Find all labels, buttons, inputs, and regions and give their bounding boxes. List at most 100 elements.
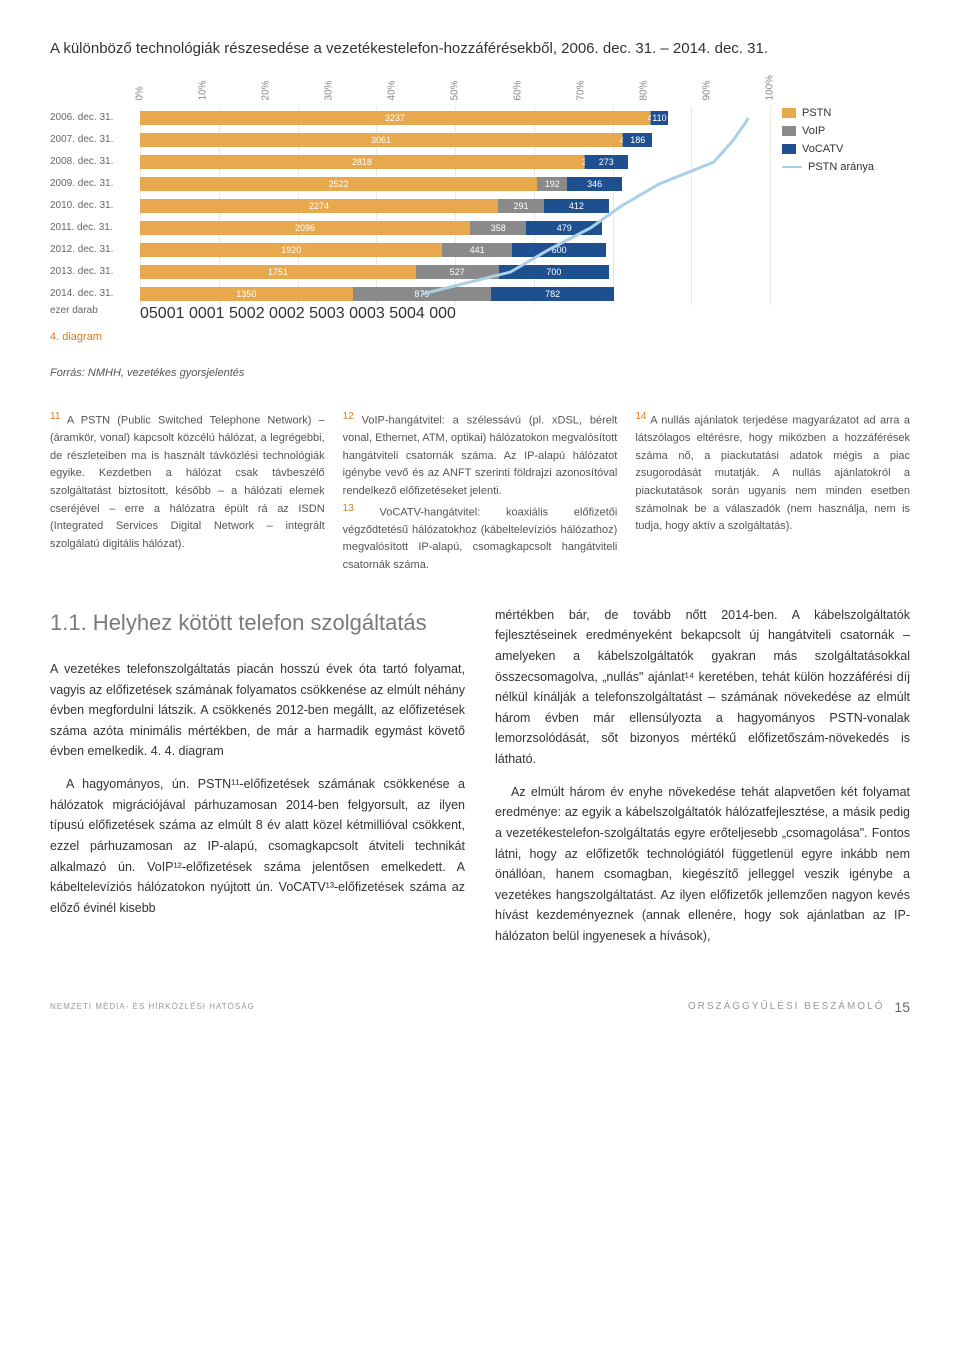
x-tick: 500 <box>149 305 176 322</box>
legend-swatch <box>782 144 796 154</box>
footnote-col-3: 14 A nullás ajánlatok terjedése magyaráz… <box>635 409 910 575</box>
bar-row: 32374110 <box>140 107 770 129</box>
bar-row: 28183273 <box>140 151 770 173</box>
year-label: 2006. dec. 31. <box>50 107 132 129</box>
bar-segment-vocatv: 412 <box>544 199 609 213</box>
year-label: 2011. dec. 31. <box>50 217 132 239</box>
percent-tick: 0% <box>135 86 146 100</box>
legend-label: PSTN <box>802 107 831 119</box>
body-col-left: 1.1. Helyhez kötött telefon szolgáltatás… <box>50 605 465 959</box>
year-label: 2013. dec. 31. <box>50 261 132 283</box>
bar-segment-pstn: 3237 <box>140 111 650 125</box>
percent-tick: 60% <box>513 80 524 100</box>
x-tick: 2 500 <box>296 305 336 322</box>
footnote-text-14: A nullás ajánlatok terjedése magyarázato… <box>635 415 910 533</box>
footnote-num-11: 11 <box>50 411 60 422</box>
bar-segment-pstn: 2522 <box>140 177 537 191</box>
footnotes: 11 A PSTN (Public Switched Telephone Net… <box>50 409 910 575</box>
x-tick: 3 500 <box>376 305 416 322</box>
bar-row: 2522192346 <box>140 173 770 195</box>
legend-label: PSTN aránya <box>808 161 874 173</box>
chart-container: 0%10%20%30%40%50%60%70%80%90%100% 2006. … <box>50 77 910 319</box>
bar-segment-voip: 441 <box>442 243 511 257</box>
bar-row: 1920441600 <box>140 239 770 261</box>
bar-segment-voip: 527 <box>416 265 499 279</box>
bar-segment-pstn: 1350 <box>140 287 353 301</box>
bar-segment-vocatv: 273 <box>585 155 628 169</box>
legend-swatch <box>782 126 796 136</box>
footnote-col-2: 12 VoIP-hangátvitel: a szélessávú (pl. x… <box>343 409 618 575</box>
body-p-r1: mértékben bár, de tovább nőtt 2014-ben. … <box>495 605 910 770</box>
year-label: 2007. dec. 31. <box>50 129 132 151</box>
x-tick: 3 000 <box>336 305 376 322</box>
bar-segment-vocatv: 600 <box>512 243 607 257</box>
x-tick: 1 500 <box>216 305 256 322</box>
legend-label: VoIP <box>802 125 825 137</box>
bar-segment-voip: 192 <box>537 177 567 191</box>
chart-source: Forrás: NMHH, vezetékes gyorsjelentés <box>50 367 910 379</box>
year-label: 2014. dec. 31. <box>50 283 132 305</box>
bar-row: 1751527700 <box>140 261 770 283</box>
section-heading: 1.1. Helyhez kötött telefon szolgáltatás <box>50 605 465 641</box>
bar-segment-pstn: 1920 <box>140 243 442 257</box>
footnote-num-14: 14 <box>635 411 646 422</box>
bar-segment-vocatv: 700 <box>499 265 609 279</box>
bar-row: 1350879782 <box>140 283 770 305</box>
percent-tick: 70% <box>576 80 587 100</box>
bar-segment-pstn: 1751 <box>140 265 416 279</box>
legend-item: VoIP <box>782 125 910 137</box>
page-footer: NEMZETI MÉDIA- ÉS HÍRKÖZLÉSI HATÓSÁG ORS… <box>50 999 910 1015</box>
x-tick: 2 000 <box>256 305 296 322</box>
footer-title: ORSZÁGGYŰLÉSI BESZÁMOLÓ <box>688 1001 885 1012</box>
percent-tick: 90% <box>702 80 713 100</box>
year-label: 2008. dec. 31. <box>50 151 132 173</box>
bar-segment-vocatv: 186 <box>623 133 652 147</box>
percent-axis: 0%10%20%30%40%50%60%70%80%90%100% <box>140 77 770 107</box>
bar-row: 30614186 <box>140 129 770 151</box>
legend-label: VoCATV <box>802 143 843 155</box>
body-col-right: mértékben bár, de tovább nőtt 2014-ben. … <box>495 605 910 959</box>
bars-area: 3237411030614186281832732522192346227429… <box>140 107 770 305</box>
year-label: 2012. dec. 31. <box>50 239 132 261</box>
x-axis-unit: ezer darab <box>50 305 140 319</box>
bar-segment-vocatv: 110 <box>651 111 668 125</box>
chart-caption: 4. diagram <box>50 331 910 343</box>
diagram-number: 4. diagram <box>50 331 102 343</box>
percent-tick: 20% <box>261 80 272 100</box>
legend-item: PSTN aránya <box>782 161 910 173</box>
footnote-text-13: VoCATV-hangátvitel: koaxiális előfizetői… <box>343 506 618 571</box>
body-p-l1: A vezetékes telefonszolgáltatás piacán h… <box>50 659 465 762</box>
bar-segment-vocatv: 346 <box>567 177 621 191</box>
x-tick: 1 000 <box>176 305 216 322</box>
legend-swatch <box>782 108 796 118</box>
footnote-col-1: 11 A PSTN (Public Switched Telephone Net… <box>50 409 325 575</box>
bar-segment-vocatv: 782 <box>491 287 614 301</box>
bar-row: 2274291412 <box>140 195 770 217</box>
bar-segment-voip: 291 <box>498 199 544 213</box>
body-p-r2: Az elmúlt három év enyhe növekedése tehá… <box>495 782 910 947</box>
bar-segment-pstn: 2096 <box>140 221 470 235</box>
percent-tick: 100% <box>765 75 776 101</box>
x-tick: 0 <box>140 305 149 322</box>
bar-row: 2096358479 <box>140 217 770 239</box>
footnote-num-13: 13 <box>343 503 354 514</box>
footnote-text-12: VoIP-hangátvitel: a szélessávú (pl. xDSL… <box>343 415 618 497</box>
x-axis: 05001 0001 5002 0002 5003 0003 5004 000 <box>140 305 770 319</box>
bar-segment-vocatv: 479 <box>526 221 601 235</box>
chart-title: A különböző technológiák részesedése a v… <box>50 40 910 57</box>
percent-tick: 80% <box>639 80 650 100</box>
bar-segment-voip: 358 <box>470 221 526 235</box>
bar-segment-pstn: 2818 <box>140 155 584 169</box>
percent-tick: 40% <box>387 80 398 100</box>
year-labels: 2006. dec. 31.2007. dec. 31.2008. dec. 3… <box>50 107 140 305</box>
bar-segment-voip: 879 <box>353 287 491 301</box>
body-p-l2: A hagyományos, ún. PSTN¹¹-előfizetések s… <box>50 774 465 918</box>
percent-tick: 10% <box>198 80 209 100</box>
footnote-text-11: A PSTN (Public Switched Telephone Networ… <box>50 415 325 550</box>
x-tick: 4 000 <box>416 305 456 322</box>
footnote-num-12: 12 <box>343 411 354 422</box>
year-label: 2010. dec. 31. <box>50 195 132 217</box>
chart-legend: PSTN VoIP VoCATV PSTN aránya <box>782 107 910 173</box>
bar-segment-pstn: 2274 <box>140 199 498 213</box>
percent-tick: 30% <box>324 80 335 100</box>
